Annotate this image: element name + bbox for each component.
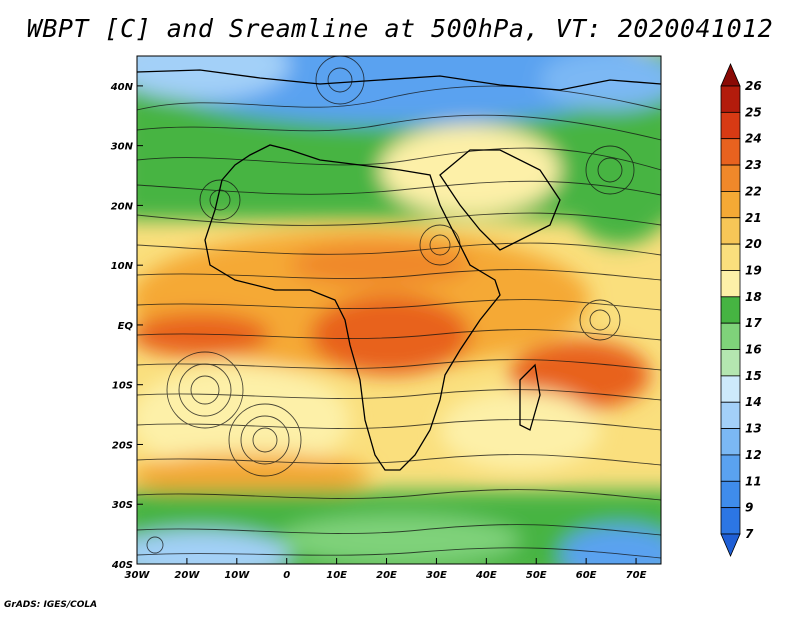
x-tick-label: 20W [174, 570, 200, 581]
field-west-equator-red [137, 313, 270, 357]
coastlines [137, 69, 661, 471]
field-south-atlantic-pale [137, 365, 350, 475]
field-southeast-blue [560, 525, 661, 564]
field-south-lightgreen [280, 515, 520, 564]
field-southern-orange [137, 453, 370, 497]
colorbar-box [720, 375, 741, 403]
x-tick-label: 10W [224, 570, 250, 581]
y-tick-label: 40S [111, 560, 133, 571]
streamlines [137, 56, 661, 559]
colorbar-label: 21 [745, 211, 762, 225]
field-northeast-blue [540, 56, 661, 110]
colorbar-box [720, 296, 741, 324]
field-south-indian-pale [440, 390, 600, 470]
colorbar-box [720, 428, 741, 456]
colorbar-label: 17 [745, 316, 762, 330]
y-tick-label: 20N [111, 201, 134, 212]
colorbar-box [720, 217, 741, 245]
x-tick-label: 50E [526, 570, 547, 581]
x-axis: 30W 20W 10W 0 10E 20E 30E 40E 50E 60E 70E [125, 558, 647, 581]
colorbar-box [720, 401, 741, 429]
colorbar-label: 26 [745, 79, 762, 93]
colorbar-label: 24 [745, 132, 762, 146]
colorbar-label: 19 [745, 263, 762, 277]
x-tick-label: 30W [125, 570, 151, 581]
field-southwest-lightblue [137, 530, 290, 564]
colorbar-label: 18 [745, 290, 762, 304]
colorbar-label: 11 [745, 474, 762, 488]
colorbar-box [720, 164, 741, 192]
colorbar-box [720, 85, 741, 113]
x-tick-label: 70E [626, 570, 647, 581]
x-tick-label: 10E [326, 570, 347, 581]
colorbar-box [720, 322, 741, 350]
colorbar-box [720, 138, 741, 166]
colorbar-label: 25 [745, 105, 762, 119]
colorbar-label: 16 [745, 343, 762, 357]
grads-credit: GrADS: IGES/COLA [4, 600, 98, 610]
x-tick-label: 30E [426, 570, 447, 581]
x-tick-label: 60E [576, 570, 597, 581]
y-tick-label: 30N [111, 142, 134, 153]
y-tick-label: 10N [111, 261, 134, 272]
colorbar-label: 22 [745, 184, 762, 198]
colorbar: 26 25 24 23 22 21 20 19 18 17 16 15 14 13 12 11 9 7 [720, 62, 762, 558]
colorbar-box [720, 480, 741, 509]
chart-title: WBPT [C] and Sreamline at 500hPa, VT: 20… [26, 14, 774, 43]
colorbar-bottom-arrow [720, 533, 741, 558]
field-sahara-yellow [380, 125, 560, 215]
field-arabia-green [565, 135, 661, 245]
field-congo-red [310, 295, 470, 375]
y-tick-label: 20S [112, 440, 133, 451]
colorbar-box [720, 111, 741, 140]
colorbar-label: 14 [745, 395, 762, 409]
field-northwest-lightblue [137, 56, 290, 100]
x-tick-label: 20E [376, 570, 397, 581]
colorbar-label: 13 [745, 422, 762, 436]
colorbar-label: 9 [745, 501, 753, 515]
colorbar-box [720, 507, 741, 535]
wbpt-field [137, 56, 661, 564]
x-tick-label: 40E [475, 570, 497, 581]
colorbar-box [720, 454, 741, 482]
y-axis: 40N 30N 20N 10N EQ 10S 20S 30S 40S [110, 82, 143, 571]
colorbar-box [720, 349, 741, 377]
map-frame [136, 55, 662, 565]
y-tick-label: 30S [112, 500, 133, 511]
x-tick-label: 0 [283, 570, 290, 581]
colorbar-label: 20 [745, 237, 762, 251]
y-tick-label: 10S [112, 381, 133, 392]
colorbar-top-arrow [720, 62, 741, 87]
colorbar-label: 23 [745, 158, 762, 172]
colorbar-label: 15 [745, 369, 762, 383]
colorbar-box [720, 270, 741, 298]
colorbar-label: 12 [745, 448, 762, 462]
colorbar-box [720, 191, 741, 219]
y-tick-label: 40N [110, 82, 134, 93]
colorbar-box [720, 243, 741, 271]
colorbar-label: 7 [745, 527, 754, 541]
y-tick-label: EQ [118, 321, 134, 332]
